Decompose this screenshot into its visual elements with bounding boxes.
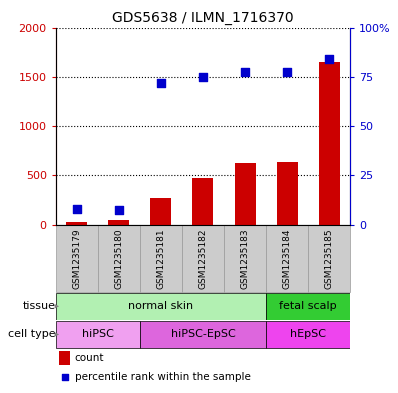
Text: GSM1235185: GSM1235185	[325, 228, 334, 289]
Text: GSM1235180: GSM1235180	[114, 228, 123, 289]
Point	[74, 206, 80, 212]
Bar	[266, 293, 350, 320]
Bar	[56, 293, 266, 320]
Point	[326, 56, 332, 62]
Bar	[319, 62, 340, 225]
Bar	[182, 225, 224, 292]
Text: GSM1235184: GSM1235184	[283, 228, 292, 289]
Bar	[66, 222, 87, 225]
Bar	[308, 225, 350, 292]
Text: normal skin: normal skin	[128, 301, 193, 311]
Bar	[224, 225, 266, 292]
Bar	[56, 225, 98, 292]
Text: count: count	[75, 353, 104, 363]
Bar	[193, 178, 213, 225]
Text: hEpSC: hEpSC	[290, 329, 326, 340]
Point	[200, 73, 206, 80]
Text: GSM1235182: GSM1235182	[199, 228, 207, 289]
Point	[116, 207, 122, 213]
Bar	[56, 321, 140, 348]
Text: hiPSC-EpSC: hiPSC-EpSC	[171, 329, 235, 340]
Text: hiPSC: hiPSC	[82, 329, 114, 340]
Text: GSM1235183: GSM1235183	[240, 228, 250, 289]
Bar	[266, 225, 308, 292]
Text: GSM1235181: GSM1235181	[156, 228, 166, 289]
Bar	[277, 162, 298, 225]
Text: tissue: tissue	[23, 301, 56, 311]
Text: cell type: cell type	[8, 329, 56, 340]
Bar	[266, 321, 350, 348]
Point	[158, 79, 164, 86]
Point	[242, 69, 248, 75]
Bar	[150, 198, 172, 225]
Text: percentile rank within the sample: percentile rank within the sample	[75, 372, 251, 382]
Bar	[98, 225, 140, 292]
Text: GSM1235179: GSM1235179	[72, 228, 81, 289]
Text: fetal scalp: fetal scalp	[279, 301, 337, 311]
Bar	[140, 321, 266, 348]
Bar	[234, 163, 256, 225]
Bar	[108, 220, 129, 225]
Bar	[140, 225, 182, 292]
Point	[284, 69, 290, 75]
Bar	[59, 351, 70, 365]
Point	[61, 374, 68, 380]
Title: GDS5638 / ILMN_1716370: GDS5638 / ILMN_1716370	[112, 11, 294, 25]
